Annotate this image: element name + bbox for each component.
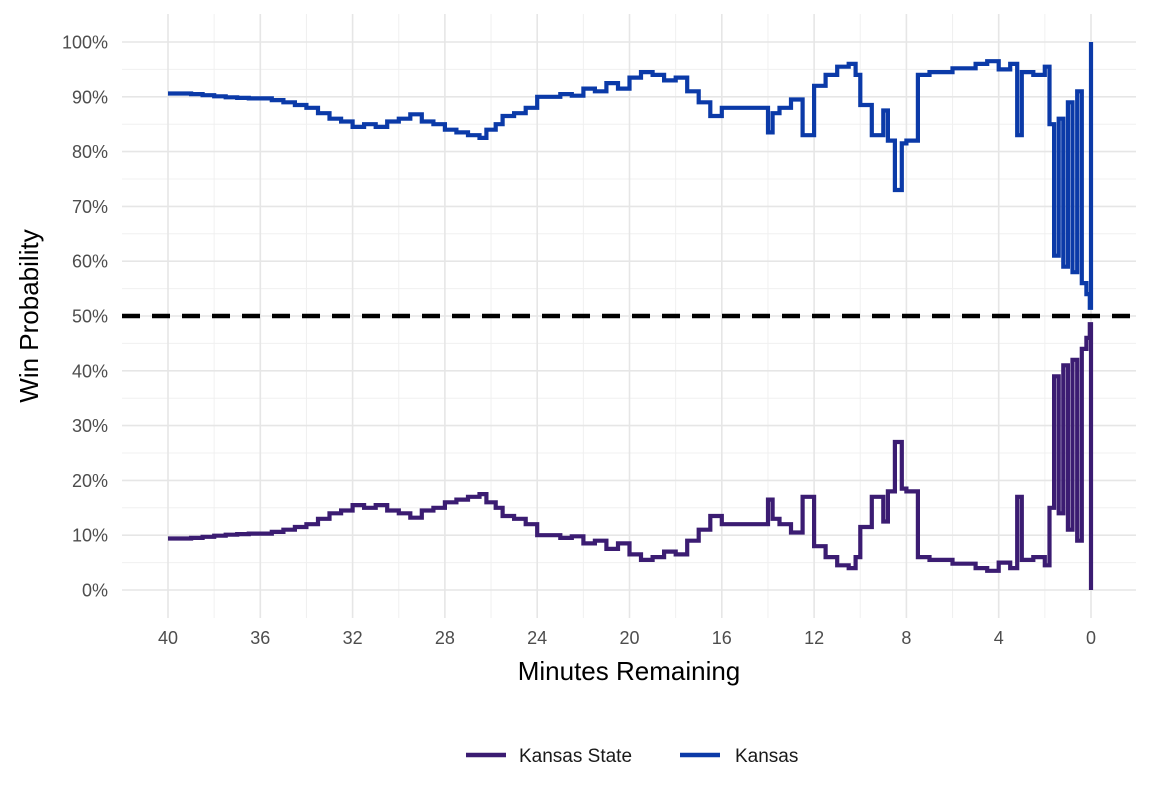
x-tick-label: 24 bbox=[527, 628, 547, 648]
y-tick-label: 60% bbox=[72, 252, 108, 272]
y-tick-label: 0% bbox=[82, 581, 108, 601]
x-tick-label: 4 bbox=[994, 628, 1004, 648]
x-axis-tick-labels: 40 36 32 28 24 20 16 12 8 4 0 bbox=[158, 628, 1096, 648]
x-tick-label: 16 bbox=[712, 628, 732, 648]
x-tick-label: 28 bbox=[435, 628, 455, 648]
y-tick-label: 90% bbox=[72, 87, 108, 107]
x-tick-label: 40 bbox=[158, 628, 178, 648]
series-line-kansas-state bbox=[168, 322, 1094, 590]
y-axis-title: Win Probability bbox=[14, 229, 44, 402]
x-axis-title: Minutes Remaining bbox=[518, 656, 741, 686]
series-line-kansas bbox=[168, 42, 1094, 310]
legend-label-kansas: Kansas bbox=[735, 746, 798, 767]
x-tick-label: 20 bbox=[619, 628, 639, 648]
legend: Kansas State Kansas bbox=[466, 746, 798, 767]
x-tick-label: 8 bbox=[901, 628, 911, 648]
x-tick-label: 0 bbox=[1086, 628, 1096, 648]
y-tick-label: 30% bbox=[72, 416, 108, 436]
x-tick-label: 36 bbox=[250, 628, 270, 648]
y-tick-label: 20% bbox=[72, 471, 108, 491]
y-tick-label: 50% bbox=[72, 307, 108, 327]
y-tick-label: 100% bbox=[62, 33, 108, 53]
x-tick-label: 32 bbox=[343, 628, 363, 648]
y-axis-tick-labels: 0% 10% 20% 30% 40% 50% 60% 70% 80% 90% 100% bbox=[62, 33, 108, 601]
x-tick-label: 12 bbox=[804, 628, 824, 648]
y-tick-label: 80% bbox=[72, 142, 108, 162]
legend-label-kansas-state: Kansas State bbox=[519, 746, 632, 767]
y-tick-label: 70% bbox=[72, 197, 108, 217]
y-tick-label: 10% bbox=[72, 526, 108, 546]
y-tick-label: 40% bbox=[72, 361, 108, 381]
series-layer bbox=[168, 42, 1094, 590]
